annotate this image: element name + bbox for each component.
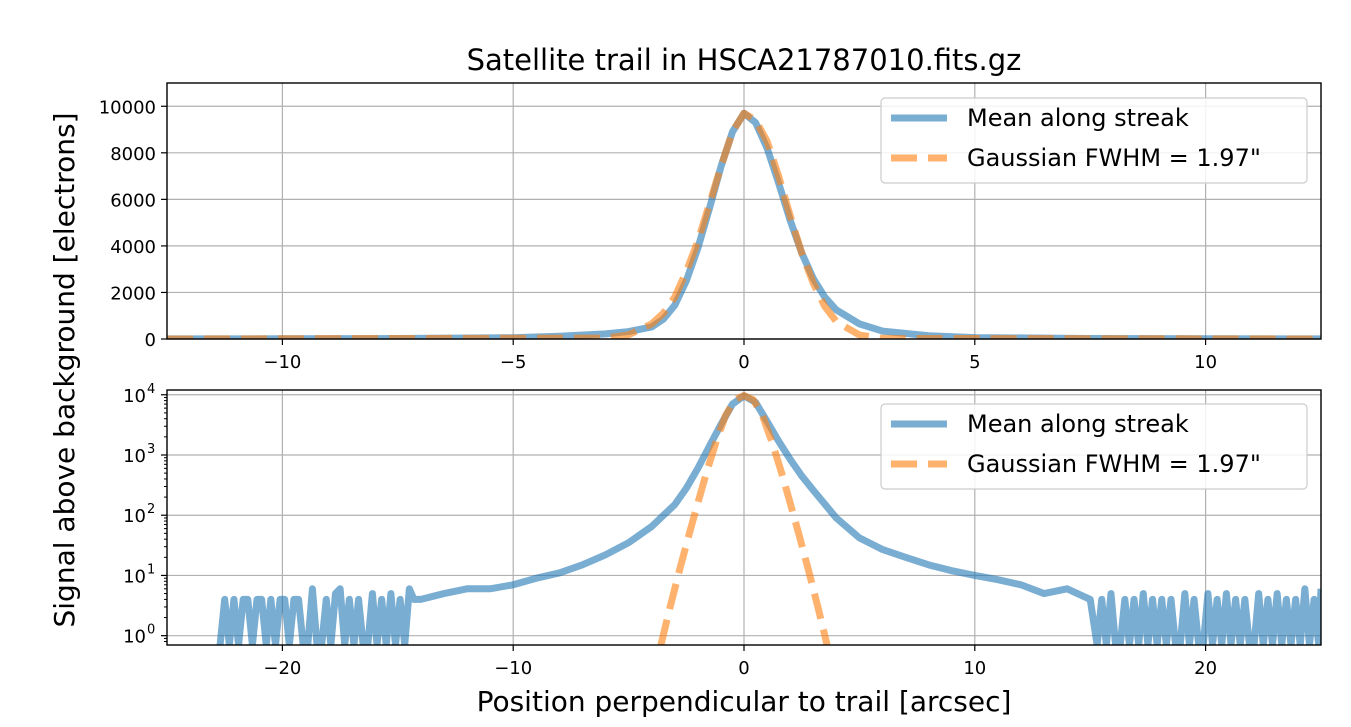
linear-panel-series — [167, 109, 1321, 339]
y-tick-label: 8000 — [110, 144, 156, 165]
x-tick-label: 0 — [738, 658, 749, 679]
y-tick-exponent: 4 — [147, 382, 155, 397]
x-tick-label: 5 — [969, 352, 980, 373]
x-axis-label: Position perpendicular to trail [arcsec] — [477, 685, 1012, 718]
y-tick-exponent: 2 — [147, 502, 155, 517]
y-tick-exponent: 1 — [147, 562, 155, 577]
y-tick-label: 10 — [123, 446, 146, 467]
y-tick-label: 6000 — [110, 190, 156, 211]
legend-box — [880, 403, 1308, 490]
legend-gaussian-label: Gaussian FWHM = 1.97" — [967, 450, 1261, 478]
x-tick-label: −20 — [263, 658, 301, 679]
y-tick-label: 4000 — [110, 237, 156, 258]
legend-mean-label: Mean along streak — [967, 410, 1189, 438]
log-panel-series — [216, 392, 1321, 645]
x-tick-label: −10 — [263, 352, 301, 373]
x-tick-label: 10 — [963, 658, 986, 679]
y-tick-exponent: 0 — [147, 623, 155, 638]
x-tick-label: 20 — [1194, 658, 1217, 679]
log-panel-legend: Mean along streak Gaussian FWHM = 1.97" — [880, 403, 1308, 490]
linear-panel-ticks: −10 −5 0 5 10 0 2000 4000 6000 8000 10000 — [99, 97, 1217, 373]
x-tick-label: −10 — [494, 658, 532, 679]
y-axis-label: Signal above background [electrons] — [48, 113, 81, 628]
linear-panel-legend: Mean along streak Gaussian FWHM = 1.97" — [880, 97, 1308, 184]
gaussian-fit-line — [167, 109, 1321, 339]
linear-panel: −10 −5 0 5 10 0 2000 4000 6000 8000 10000 Mean alo… — [99, 82, 1322, 373]
x-tick-label: 0 — [738, 352, 749, 373]
legend-gaussian-label: Gaussian FWHM = 1.97" — [967, 144, 1261, 172]
y-tick-label: 0 — [145, 330, 156, 351]
y-tick-exponent: 3 — [147, 442, 155, 457]
chart-title: Satellite trail in HSCA21787010.fits.gz — [467, 43, 1022, 77]
y-tick-label: 2000 — [110, 283, 156, 304]
y-tick-label: 10 — [123, 506, 146, 527]
x-tick-label: −5 — [500, 352, 527, 373]
gaussian-fit-line — [657, 392, 831, 645]
legend-mean-label: Mean along streak — [967, 104, 1189, 132]
legend-box — [880, 97, 1308, 184]
y-tick-label: 10 — [123, 627, 146, 648]
mean-along-streak-line — [216, 392, 1321, 645]
x-tick-label: 10 — [1194, 352, 1217, 373]
y-tick-label: 10 — [123, 566, 146, 587]
y-tick-label: 10 — [123, 386, 146, 407]
y-tick-label: 10000 — [99, 97, 156, 118]
